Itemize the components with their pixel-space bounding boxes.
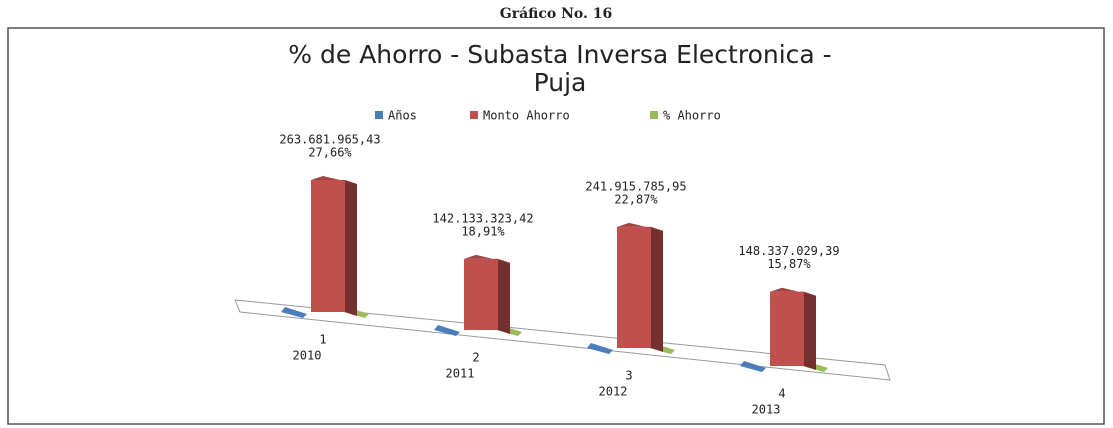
bar-face [498,258,510,334]
bar-face [464,254,510,263]
data-label: 27,66% [308,146,352,160]
bar-face [311,176,357,184]
chart-frame [7,27,1105,425]
caption: Gráfico No. 16 [500,6,612,22]
bar-face [651,226,663,352]
bar-face [345,180,357,316]
legend-swatch [650,111,658,119]
bar-face [617,226,651,348]
bar [770,287,816,370]
x-tick-label: 3 [625,369,632,383]
floor [234,299,891,381]
bar [740,360,766,372]
bar [311,176,357,316]
bar-face [464,258,498,330]
bar [617,222,663,352]
bar-face [804,291,816,370]
data-label: 15,87% [767,257,811,271]
data-label: 263.681.965,43 [279,133,380,147]
x-tick-label: 4 [778,387,785,401]
data-label: 22,87% [614,192,658,206]
legend-label: Monto Ahorro [483,109,570,123]
bar [434,324,460,336]
chart-title: % de Ahorro - Subasta Inversa Electronic… [288,40,831,69]
data-label: 142.133.323,42 [432,211,533,225]
x-tick-label: 2011 [446,367,475,381]
bar [587,342,613,354]
x-tick-label: 2 [472,351,479,365]
bar-face [311,180,345,312]
legend-label: % Ahorro [663,109,721,123]
legend-swatch [470,111,478,119]
x-tick-label: 2010 [293,349,322,363]
bar [464,254,510,334]
x-tick-label: 1 [319,333,326,347]
x-tick-label: 2012 [599,385,628,399]
chart-title: Puja [534,68,587,97]
bar-face [617,222,663,231]
bar-face [770,291,804,366]
data-label: 148.337.029,39 [738,244,839,258]
x-tick-label: 2013 [752,403,781,417]
bar-face [770,287,816,296]
legend-swatch [375,111,383,119]
data-label: 18,91% [461,224,505,238]
legend-label: Años [388,109,417,123]
data-label: 241.915.785,95 [585,179,686,193]
bar [281,306,307,318]
